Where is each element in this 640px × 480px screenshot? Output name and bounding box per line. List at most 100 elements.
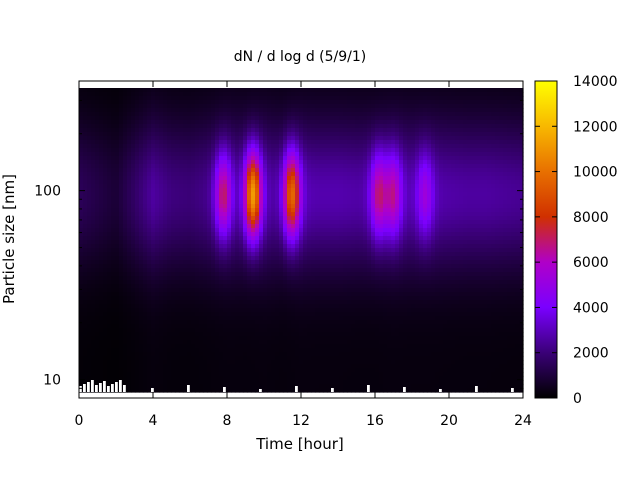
heat-cell xyxy=(115,276,120,281)
heat-cell xyxy=(247,308,252,313)
heat-cell xyxy=(235,308,240,313)
heat-cell xyxy=(243,308,248,313)
heat-cell xyxy=(231,344,236,349)
heat-cell xyxy=(215,244,220,249)
heat-cell xyxy=(307,272,312,277)
heat-cell xyxy=(135,200,140,205)
heat-cell xyxy=(191,176,196,181)
heat-cell xyxy=(187,228,192,233)
heat-cell xyxy=(319,168,324,173)
heat-cell xyxy=(259,284,264,289)
heat-cell xyxy=(171,232,176,237)
heat-cell xyxy=(323,192,328,197)
heat-cell xyxy=(339,184,344,189)
heat-cell xyxy=(147,372,152,377)
heat-cell xyxy=(235,176,240,181)
heat-cell xyxy=(219,240,224,245)
heat-cell xyxy=(283,380,288,385)
heat-cell xyxy=(191,108,196,113)
heat-cell xyxy=(123,336,128,341)
heat-cell xyxy=(271,332,276,337)
heat-cell xyxy=(111,240,116,245)
heat-cell xyxy=(139,248,144,253)
heat-cell xyxy=(299,296,304,301)
heat-cell xyxy=(199,160,204,165)
heat-cell xyxy=(99,128,104,133)
heat-cell xyxy=(203,172,208,177)
heat-cell xyxy=(95,336,100,341)
heat-cell xyxy=(191,172,196,177)
heat-cell xyxy=(223,180,228,185)
heat-cell xyxy=(131,108,136,113)
heat-cell xyxy=(231,300,236,305)
heat-cell xyxy=(287,308,292,313)
heat-cell xyxy=(295,168,300,173)
heat-cell xyxy=(335,148,340,153)
heat-cell xyxy=(287,100,292,105)
heat-cell xyxy=(223,292,228,297)
heat-cell xyxy=(167,152,172,157)
heat-cell xyxy=(263,376,268,381)
heat-cell xyxy=(79,288,84,293)
heat-cell xyxy=(299,220,304,225)
heat-cell xyxy=(243,328,248,333)
heat-cell xyxy=(303,240,308,245)
heat-cell xyxy=(315,364,320,369)
heat-cell xyxy=(203,116,208,121)
heat-cell xyxy=(131,256,136,261)
heat-cell xyxy=(127,312,132,317)
heat-cell xyxy=(83,96,88,101)
heat-cell xyxy=(291,332,296,337)
heat-cell xyxy=(319,88,324,93)
heat-cell xyxy=(307,268,312,273)
heat-cell xyxy=(159,160,164,165)
heat-cell xyxy=(99,268,104,273)
heat-cell xyxy=(91,276,96,281)
heat-cell xyxy=(219,388,224,393)
heat-cell xyxy=(107,168,112,173)
heat-cell xyxy=(267,280,272,285)
heat-cell xyxy=(211,100,216,105)
heat-cell xyxy=(275,324,280,329)
heat-cell xyxy=(123,172,128,177)
heat-cell xyxy=(155,296,160,301)
heat-cell xyxy=(179,256,184,261)
heat-cell xyxy=(139,336,144,341)
heat-cell xyxy=(143,280,148,285)
heat-cell xyxy=(119,204,124,209)
heat-cell xyxy=(319,196,324,201)
heat-cell xyxy=(251,156,256,161)
heat-cell xyxy=(239,268,244,273)
heat-cell xyxy=(143,332,148,337)
heat-cell xyxy=(239,144,244,149)
heat-cell xyxy=(299,224,304,229)
heat-cell xyxy=(123,276,128,281)
heat-cell xyxy=(147,248,152,253)
heat-cell xyxy=(239,168,244,173)
heat-cell xyxy=(167,380,172,385)
heat-cell xyxy=(267,236,272,241)
heat-cell xyxy=(131,264,136,269)
heat-cell xyxy=(259,376,264,381)
heat-cell xyxy=(331,360,336,365)
heat-cell xyxy=(259,164,264,169)
heat-cell xyxy=(315,388,320,393)
heat-cell xyxy=(83,336,88,341)
heat-cell xyxy=(251,256,256,261)
heat-cell xyxy=(155,308,160,313)
heat-cell xyxy=(227,288,232,293)
heat-cell xyxy=(191,268,196,273)
heat-cell xyxy=(195,96,200,101)
heat-cell xyxy=(259,192,264,197)
heat-cell xyxy=(211,92,216,97)
heat-cell xyxy=(255,344,260,349)
heat-cell xyxy=(331,352,336,357)
heat-cell xyxy=(267,200,272,205)
heat-cell xyxy=(187,148,192,153)
heat-cell xyxy=(307,240,312,245)
heat-cell xyxy=(227,296,232,301)
heat-cell xyxy=(151,92,156,97)
heat-cell xyxy=(175,252,180,257)
heat-cell xyxy=(327,180,332,185)
heat-cell xyxy=(195,176,200,181)
